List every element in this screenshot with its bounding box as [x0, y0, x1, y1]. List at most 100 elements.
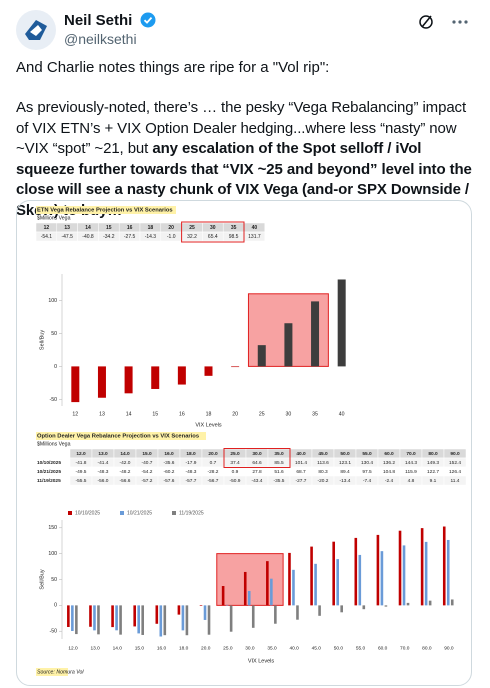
x-tick-label: 50.0 [334, 645, 344, 651]
bar [225, 604, 229, 606]
table-cell-value: 89.4 [340, 469, 350, 475]
bar [376, 534, 380, 606]
x-tick-label: 16.0 [157, 645, 167, 651]
table-cell-value: 11.4 [451, 478, 460, 484]
chart-title: Option Dealer Vega Rebalance Projection … [37, 434, 199, 440]
x-tick-label: 15.0 [135, 645, 145, 651]
bar [257, 345, 266, 367]
bar [243, 571, 247, 606]
bar [115, 605, 118, 631]
table-cell [443, 475, 467, 486]
bar [310, 546, 313, 606]
table-cell-value: -57.7 [186, 478, 197, 484]
table-header: 30.0 [252, 451, 262, 457]
table-cell-value: -40.8 [82, 234, 94, 240]
table-cell-value: 80.3 [318, 469, 328, 475]
x-tick-label: 14.0 [113, 645, 123, 651]
table-header: 15.0 [142, 451, 152, 457]
table-cell-value: -48.2 [120, 469, 131, 475]
table-cell-value: -27.5 [124, 234, 136, 240]
x-tick-label: 13 [99, 411, 105, 417]
x-tick-label: 55.0 [356, 645, 366, 651]
bar [450, 599, 454, 606]
bar [380, 551, 384, 606]
more-icon[interactable] [452, 20, 468, 24]
table-cell-value: 4.8 [408, 478, 415, 484]
bar [203, 605, 207, 620]
x-tick-label: 35 [312, 411, 318, 417]
table-cell-value: -43.4 [252, 478, 263, 484]
y-tick-label: 50 [51, 577, 57, 583]
author-handle[interactable]: @neilksethi [64, 31, 137, 47]
table-row-label: 11/19/2025 [37, 478, 61, 484]
table-cell-value: 97.5 [362, 469, 372, 475]
table-cell-value: -1.0 [167, 234, 176, 240]
x-axis-label: VIX Levels [248, 658, 275, 664]
bar [204, 366, 213, 376]
media-frame[interactable] [16, 200, 472, 686]
table-cell-value: -7.4 [363, 478, 372, 484]
y-tick-label: 0 [54, 364, 57, 370]
table-cell-value: 101.4 [295, 460, 307, 466]
table-header: 90.0 [450, 451, 460, 457]
table-cell-value: 152.4 [449, 460, 461, 466]
table-header: 14.0 [120, 451, 130, 457]
table-cell-value: 51.6 [274, 469, 284, 475]
table-header: 12.0 [76, 451, 86, 457]
y-axis-label: Sell/Buy [39, 569, 45, 589]
legend-swatch [172, 511, 176, 515]
table-cell-value: 104.8 [383, 469, 395, 475]
x-tick-label: 40.0 [289, 645, 299, 651]
x-tick-label: 14 [126, 411, 132, 417]
author-name[interactable]: Neil Sethi [64, 12, 133, 29]
table-row-label: 10/21/2025 [37, 469, 61, 475]
bar [358, 554, 362, 606]
bar [288, 552, 291, 606]
bar [284, 323, 293, 367]
table-cell-value: 131.7 [248, 234, 261, 240]
table-cell-value: -57.2 [142, 478, 153, 484]
table-cell-value: 68.7 [296, 469, 306, 475]
table-cell-value: -42.0 [120, 460, 131, 466]
bar [384, 605, 388, 607]
y-tick-label: 150 [48, 525, 57, 531]
table-cell-value: 113.6 [317, 460, 329, 466]
table-cell-value: 149.3 [427, 460, 439, 466]
table-highlight [181, 221, 245, 243]
table-header: 12 [44, 225, 50, 231]
bar [292, 569, 295, 606]
bar [270, 578, 273, 606]
table-cell-value: 85.5 [274, 460, 284, 466]
table-cell-value: 98.5 [229, 234, 239, 240]
legend-swatch [68, 511, 72, 515]
y-tick-label: 0 [54, 603, 57, 609]
bar [296, 605, 299, 620]
table-cell-value: -57.6 [164, 478, 175, 484]
table-cell-value: 0.9 [232, 469, 239, 475]
table-header: 35 [231, 225, 237, 231]
table-header: 70.0 [406, 451, 416, 457]
avatar[interactable] [16, 10, 56, 50]
verified-badge [140, 12, 156, 28]
bar [71, 366, 80, 403]
title-highlight [36, 432, 206, 440]
bar [420, 528, 424, 606]
table-cell-value: -54.2 [142, 469, 153, 475]
table-cell-value: -35.5 [274, 478, 285, 484]
tweet-actions [419, 15, 468, 29]
x-axis-label: VIX Levels [195, 422, 222, 428]
grok-icon[interactable] [419, 15, 433, 29]
y-axis-label: Sell/Buy [39, 330, 45, 350]
table-cell-value: 130.4 [361, 460, 373, 466]
bar [177, 605, 181, 615]
x-tick-label: 90.0 [444, 645, 454, 651]
y-tick-label: 100 [48, 298, 57, 304]
bar [442, 526, 446, 606]
chart-title: ETN Vega Rebalance Projection vs VIX Sce… [37, 208, 173, 214]
y-tick-label: -50 [50, 629, 58, 635]
x-tick-label: 15 [152, 411, 158, 417]
table-cell-value: -2.4 [385, 478, 394, 484]
table-header: 80.0 [428, 451, 438, 457]
table-cell-value: 9.1 [430, 478, 437, 484]
